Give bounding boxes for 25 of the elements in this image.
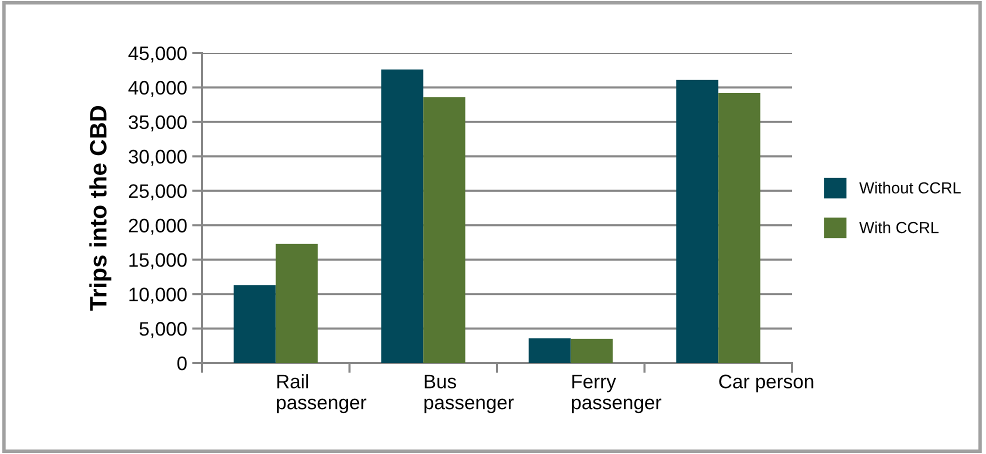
y-tick-label: 5,000 (140, 322, 187, 338)
bar (234, 285, 276, 363)
x-tick-label: Rail passenger (277, 374, 366, 414)
legend-label: Without CCRL (859, 182, 961, 194)
bar (276, 244, 318, 363)
y-tick-label: 30,000 (128, 150, 187, 166)
y-tick-label: 20,000 (128, 218, 187, 235)
bar (570, 338, 613, 363)
y-tick-label: 10,000 (129, 288, 187, 304)
bar (676, 80, 718, 363)
y-axis-title: Trips into the CBD (89, 106, 112, 311)
bar (423, 97, 466, 363)
y-tick-label: 0 (177, 356, 187, 370)
bar (528, 338, 571, 363)
x-tick-label: Ferry passenger (572, 374, 662, 414)
x-tick-label: Car person (719, 374, 814, 392)
y-tick-label: 45,000 (128, 46, 187, 63)
bar (381, 70, 424, 363)
x-tick-label: Bus passenger (424, 374, 514, 414)
y-tick-label: 15,000 (129, 253, 187, 270)
y-tick-label: 40,000 (128, 80, 187, 97)
bar (718, 92, 760, 363)
y-tick-label: 35,000 (128, 115, 187, 132)
y-tick-label: 25,000 (128, 184, 187, 200)
legend-label: With CCRL (859, 222, 939, 234)
